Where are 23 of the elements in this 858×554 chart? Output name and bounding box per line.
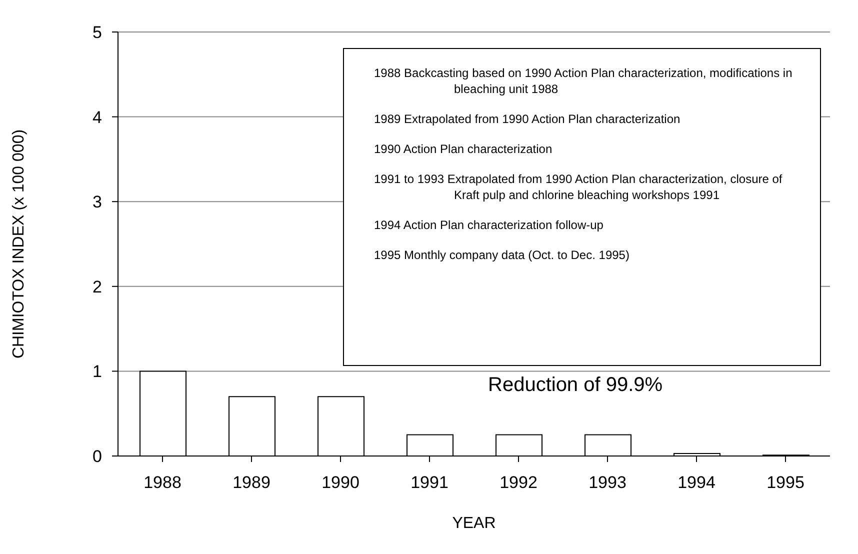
y-tick-label: 5: [92, 23, 102, 42]
y-axis-title: CHIMIOTOX INDEX (x 100 000): [10, 129, 28, 359]
x-axis-title: YEAR: [452, 515, 496, 532]
x-tick-label: 1994: [678, 473, 716, 492]
x-tick-label: 1990: [322, 473, 360, 492]
annotation: 1995 Monthly company data (Oct. to Dec. 1995): [373, 247, 630, 263]
y-tick-label: 1: [92, 362, 102, 382]
x-tick-label: 1988: [144, 473, 182, 492]
annotation: 1989 Extrapolated from 1990 Action Plan characterization: [373, 111, 682, 127]
y-tick-label: 0: [92, 447, 102, 466]
annotation: 1991 to 1993 Extrapolated from 1990 Action Plan characterization, closure of Kraft pulp and chlorine bleaching workshops 1991: [373, 171, 784, 203]
y-tick-label: 2: [92, 277, 102, 296]
y-tick-label: 4: [92, 108, 102, 127]
x-tick-label: 1993: [588, 473, 626, 492]
x-tick-label: 1991: [410, 473, 448, 492]
annotation: Reduction of 99.9%: [488, 374, 663, 397]
y-tick-label: 3: [92, 192, 102, 212]
annotation: 1994 Action Plan characterization follow-up: [373, 217, 604, 233]
annotation: 1988 Backcasting based on 1990 Action Plan characterization, modifications in bleaching unit 1988: [373, 65, 794, 97]
annotation: 1990 Action Plan characterization: [373, 141, 554, 157]
x-tick-label: 1995: [766, 473, 804, 492]
x-tick-label: 1992: [500, 473, 538, 492]
x-tick-label: 1989: [232, 473, 270, 492]
